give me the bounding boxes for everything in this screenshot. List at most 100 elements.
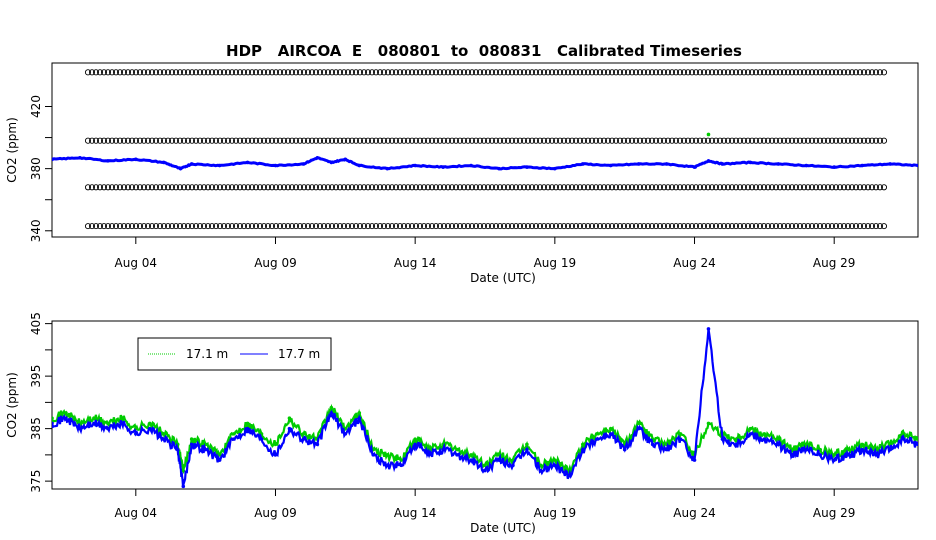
reference-point (364, 69, 372, 76)
reference-point (756, 184, 764, 191)
reference-point (244, 184, 252, 191)
reference-point (760, 184, 768, 191)
reference-point (284, 137, 292, 144)
reference-point (192, 69, 200, 76)
reference-point (704, 137, 712, 144)
data-point (161, 432, 166, 436)
reference-point (124, 223, 132, 230)
reference-point (128, 69, 136, 76)
reference-point (120, 223, 128, 230)
reference-point (452, 223, 460, 230)
reference-point (340, 184, 348, 191)
reference-point (784, 223, 792, 230)
reference-point (592, 137, 600, 144)
reference-point (560, 223, 568, 230)
data-point (525, 165, 529, 169)
reference-point (792, 137, 800, 144)
reference-point (836, 223, 844, 230)
reference-point (644, 223, 652, 230)
reference-point (220, 184, 228, 191)
reference-point (644, 184, 652, 191)
reference-point (144, 184, 152, 191)
reference-point (764, 223, 772, 230)
reference-point (720, 184, 728, 191)
reference-point (748, 184, 756, 191)
reference-point (816, 69, 824, 76)
reference-point (404, 223, 412, 230)
reference-point (92, 184, 100, 191)
reference-point (732, 137, 740, 144)
reference-point (384, 223, 392, 230)
data-point (106, 159, 110, 163)
data-point (580, 447, 585, 452)
reference-point (288, 137, 296, 144)
reference-point (596, 184, 604, 191)
reference-point (124, 184, 132, 191)
reference-point (572, 223, 580, 230)
reference-point (548, 184, 556, 191)
reference-point (648, 69, 656, 76)
reference-point (324, 184, 332, 191)
reference-point (244, 223, 252, 230)
reference-point (684, 69, 692, 76)
data-point (52, 157, 54, 162)
reference-point (300, 223, 308, 230)
reference-point (780, 184, 788, 191)
reference-point (288, 223, 296, 230)
reference-point (364, 137, 372, 144)
reference-point (768, 137, 776, 144)
reference-point (180, 137, 188, 144)
reference-point (272, 137, 280, 144)
reference-point (340, 69, 348, 76)
reference-point (360, 69, 368, 76)
reference-point (336, 69, 344, 76)
reference-point (632, 223, 640, 230)
reference-point (264, 69, 272, 76)
reference-point (140, 184, 148, 191)
reference-point (508, 69, 516, 76)
reference-point (744, 137, 752, 144)
reference-point (328, 69, 336, 76)
reference-point (620, 184, 628, 191)
reference-point (440, 223, 448, 230)
reference-point (692, 69, 700, 76)
reference-point (852, 184, 860, 191)
reference-point (192, 223, 200, 230)
reference-point (236, 137, 244, 144)
reference-point (304, 137, 312, 144)
reference-point (408, 69, 416, 76)
reference-point (400, 69, 408, 76)
reference-point (152, 137, 160, 144)
data-point (134, 432, 138, 436)
reference-point (296, 69, 304, 76)
reference-point (232, 184, 240, 191)
reference-point (424, 184, 432, 191)
reference-point (508, 184, 516, 191)
reference-point (588, 137, 596, 144)
x-tick-label: Aug 29 (813, 506, 856, 520)
reference-point (396, 137, 404, 144)
data-point (315, 155, 320, 160)
reference-point (188, 69, 196, 76)
data-point (860, 447, 864, 452)
reference-point (684, 184, 692, 191)
reference-point (244, 137, 252, 144)
reference-point (812, 137, 820, 144)
reference-point (880, 184, 888, 191)
reference-point (616, 223, 624, 230)
data-point (259, 437, 264, 441)
reference-point (232, 223, 240, 230)
reference-point (696, 184, 704, 191)
reference-point (420, 137, 428, 144)
data-point (203, 447, 208, 452)
plot-area (52, 327, 918, 489)
reference-point (692, 184, 700, 191)
reference-point (324, 137, 332, 144)
reference-point (188, 137, 196, 144)
data-point (287, 426, 292, 431)
x-tick-label: Aug 14 (394, 506, 437, 520)
reference-point (412, 184, 420, 191)
data-point (860, 442, 864, 447)
reference-point (460, 223, 468, 230)
reference-point (840, 223, 848, 230)
